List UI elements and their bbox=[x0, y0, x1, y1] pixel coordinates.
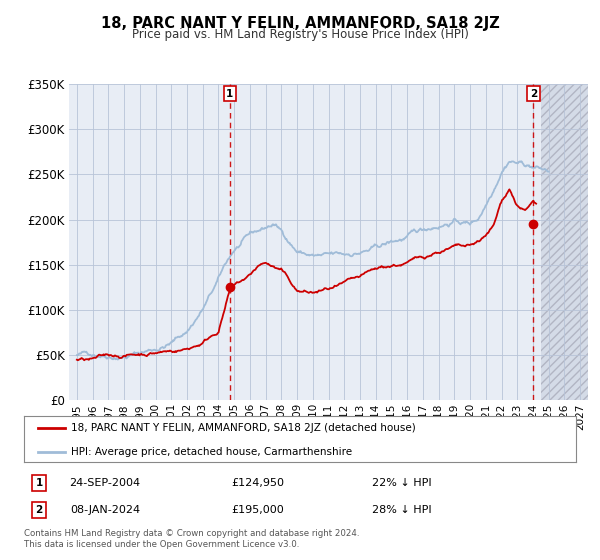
Text: 18, PARC NANT Y FELIN, AMMANFORD, SA18 2JZ (detached house): 18, PARC NANT Y FELIN, AMMANFORD, SA18 2… bbox=[71, 423, 416, 433]
Bar bbox=[541, 84, 588, 400]
Text: 1: 1 bbox=[35, 478, 43, 488]
Text: £195,000: £195,000 bbox=[232, 505, 284, 515]
Text: 28% ↓ HPI: 28% ↓ HPI bbox=[372, 505, 432, 515]
Text: 1: 1 bbox=[226, 88, 233, 99]
Text: Price paid vs. HM Land Registry's House Price Index (HPI): Price paid vs. HM Land Registry's House … bbox=[131, 28, 469, 41]
Text: 24-SEP-2004: 24-SEP-2004 bbox=[70, 478, 140, 488]
Bar bbox=[541, 84, 588, 400]
Text: 22% ↓ HPI: 22% ↓ HPI bbox=[372, 478, 432, 488]
Text: £124,950: £124,950 bbox=[232, 478, 284, 488]
Text: 08-JAN-2024: 08-JAN-2024 bbox=[70, 505, 140, 515]
Text: 18, PARC NANT Y FELIN, AMMANFORD, SA18 2JZ: 18, PARC NANT Y FELIN, AMMANFORD, SA18 2… bbox=[101, 16, 499, 31]
Text: Contains HM Land Registry data © Crown copyright and database right 2024.: Contains HM Land Registry data © Crown c… bbox=[24, 529, 359, 538]
Text: 2: 2 bbox=[530, 88, 537, 99]
Text: 2: 2 bbox=[35, 505, 43, 515]
Text: This data is licensed under the Open Government Licence v3.0.: This data is licensed under the Open Gov… bbox=[24, 540, 299, 549]
Text: HPI: Average price, detached house, Carmarthenshire: HPI: Average price, detached house, Carm… bbox=[71, 447, 352, 457]
